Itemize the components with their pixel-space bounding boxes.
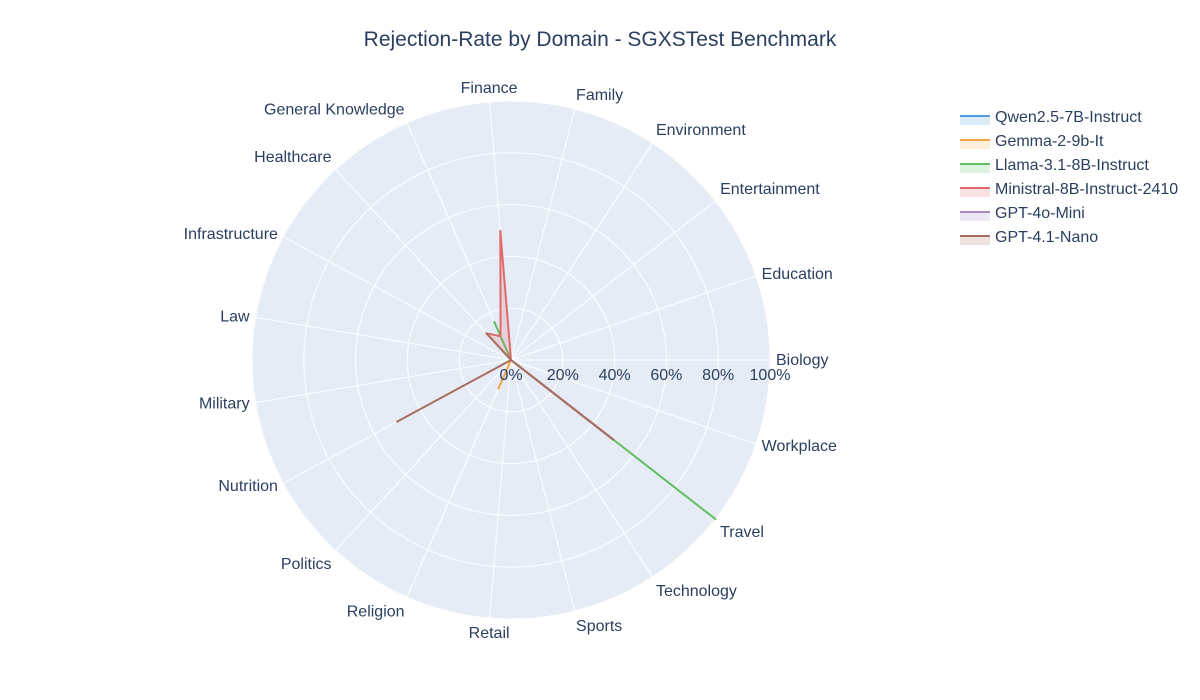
legend-item-llama-3-1-8b-instruct[interactable]: Llama-3.1-8B-Instruct — [960, 154, 1178, 178]
legend-swatch — [960, 185, 990, 197]
category-label-infrastructure: Infrastructure — [184, 226, 278, 243]
category-label-family: Family — [576, 87, 623, 104]
angular-gridline — [406, 122, 512, 361]
category-label-finance: Finance — [461, 80, 518, 97]
radial-tick-label: 0% — [499, 367, 522, 384]
legend-swatch — [960, 137, 990, 149]
angular-gridline — [255, 316, 512, 361]
category-label-religion: Religion — [347, 604, 405, 621]
legend-label: GPT-4.1-Nano — [995, 229, 1099, 246]
legend-item-gpt-4o-mini[interactable]: GPT-4o-Mini — [960, 202, 1178, 226]
legend-label: Qwen2.5-7B-Instruct — [995, 109, 1142, 126]
radial-tick-label: 40% — [599, 367, 631, 384]
radial-tick-label: 60% — [650, 367, 682, 384]
category-label-politics: Politics — [281, 556, 332, 573]
legend-item-qwen2-5-7b-instruct[interactable]: Qwen2.5-7B-Instruct — [960, 106, 1178, 130]
legend-item-gpt-4-1-nano[interactable]: GPT-4.1-Nano — [960, 226, 1178, 250]
radial-tick-label: 80% — [702, 367, 734, 384]
axis-labels: 0% 20% 40% 60% 80% 100%Biology Education Entert… — [184, 80, 837, 642]
angular-gridline — [335, 359, 512, 551]
category-label-nutrition: Nutrition — [218, 478, 278, 495]
legend-swatch — [960, 161, 990, 173]
category-label-travel: Travel — [720, 524, 764, 541]
angular-gridline — [282, 236, 512, 361]
category-label-workplace: Workplace — [762, 438, 837, 455]
radial-tick-label: 20% — [547, 367, 579, 384]
legend-label: Gemma-2-9b-It — [995, 133, 1104, 150]
legend-item-gemma-2-9b-it[interactable]: Gemma-2-9b-It — [960, 130, 1178, 154]
category-label-entertainment: Entertainment — [720, 181, 820, 198]
legend-label: Llama-3.1-8B-Instruct — [995, 157, 1149, 174]
angular-gridline — [255, 359, 512, 404]
angular-gridline — [510, 359, 654, 578]
category-label-education: Education — [762, 266, 833, 283]
angular-gridline — [510, 142, 654, 361]
category-label-law: Law — [220, 308, 250, 325]
legend-label: Ministral-8B-Instruct-2410 — [995, 181, 1179, 198]
category-label-technology: Technology — [656, 583, 737, 600]
legend-label: GPT-4o-Mini — [995, 205, 1085, 222]
category-label-sports: Sports — [576, 618, 622, 635]
angular-gridline — [489, 359, 512, 619]
radial-tick-label: 100% — [750, 367, 791, 384]
series-layer — [396, 229, 717, 521]
category-label-general-knowledge: General Knowledge — [264, 101, 405, 118]
series-gpt-4-1-nano — [396, 332, 615, 441]
category-label-military: Military — [199, 396, 250, 413]
legend-swatch — [960, 233, 990, 245]
chart-title: Rejection-Rate by Domain - SGXSTest Benc… — [363, 28, 837, 51]
angular-gridline — [510, 359, 757, 445]
legend-swatch — [960, 209, 990, 221]
angular-gridline — [406, 359, 512, 598]
angular-gridline — [510, 200, 716, 361]
category-label-biology: Biology — [776, 352, 828, 369]
angular-gridline — [510, 275, 757, 361]
category-label-environment: Environment — [656, 122, 746, 139]
legend: Qwen2.5-7B-Instruct Gemma-2-9b-It Llama-3.… — [960, 106, 1178, 250]
category-label-healthcare: Healthcare — [254, 149, 331, 166]
angular-gridline — [510, 108, 576, 361]
angular-gridline — [510, 359, 576, 612]
legend-swatch — [960, 113, 990, 125]
legend-item-ministral-8b-instruct-2410[interactable]: Ministral-8B-Instruct-2410 — [960, 178, 1178, 202]
category-label-retail: Retail — [469, 625, 510, 642]
angular-gridline — [335, 169, 512, 361]
